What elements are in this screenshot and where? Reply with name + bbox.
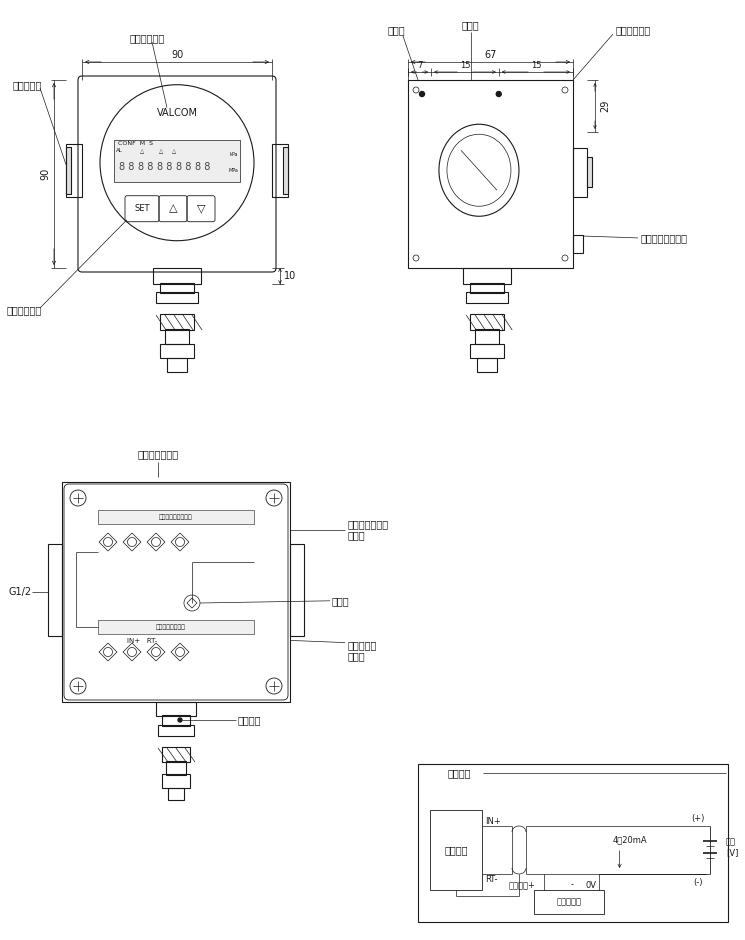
Text: 出力チェック用: 出力チェック用 (348, 519, 389, 529)
Text: アダプタ: アダプタ (238, 715, 261, 725)
Text: MPa: MPa (228, 168, 238, 173)
Bar (160, 344, 194, 358)
Bar (573, 148, 587, 196)
Bar (470, 283, 504, 293)
Text: (+): (+) (691, 813, 705, 822)
Text: 90: 90 (171, 50, 183, 60)
Bar (156, 702, 196, 716)
Bar (153, 268, 201, 284)
Text: 0V: 0V (586, 881, 597, 889)
Bar (66, 147, 71, 194)
Text: カバー: カバー (387, 25, 405, 35)
Text: -: - (571, 881, 574, 889)
Text: VALCOM: VALCOM (156, 108, 197, 118)
Text: 29: 29 (600, 100, 610, 112)
Circle shape (496, 91, 501, 97)
Text: 7: 7 (417, 60, 422, 70)
Bar (166, 761, 186, 775)
Text: 15: 15 (460, 60, 470, 70)
Text: 4～20mA: 4～20mA (612, 836, 647, 844)
Text: ディスプレイ: ディスプレイ (130, 33, 165, 43)
Bar (418, 764, 728, 922)
Bar (408, 80, 573, 268)
Bar (430, 810, 482, 890)
Text: ケースカバー: ケースカバー (615, 25, 650, 35)
Bar (470, 314, 504, 330)
Bar (162, 747, 190, 762)
Text: ▽: ▽ (197, 204, 206, 213)
Bar (162, 715, 190, 726)
Text: 電源出力用: 電源出力用 (348, 640, 378, 650)
Text: △: △ (159, 148, 163, 152)
Text: AL: AL (116, 148, 123, 152)
Bar (290, 543, 304, 636)
Bar (62, 482, 290, 702)
Bar (587, 157, 592, 187)
Circle shape (419, 91, 425, 97)
Text: △: △ (172, 148, 176, 152)
Text: RT-: RT- (485, 874, 498, 884)
Bar (168, 788, 184, 800)
Bar (98, 510, 254, 524)
Bar (463, 268, 511, 284)
Bar (573, 235, 583, 253)
Bar (160, 283, 194, 293)
Text: IN+   RT-: IN+ RT- (127, 638, 157, 644)
Bar (162, 774, 190, 788)
Text: △: △ (169, 204, 177, 213)
Bar (98, 620, 254, 634)
Text: 67: 67 (484, 50, 497, 60)
Bar (160, 314, 194, 330)
Bar (156, 292, 198, 303)
Bar (167, 358, 187, 372)
Text: 端子台: 端子台 (348, 530, 366, 540)
Bar (466, 292, 508, 303)
Text: 設定スイッチ: 設定スイッチ (7, 305, 42, 315)
Text: kPa: kPa (229, 152, 238, 157)
Text: G1/2: G1/2 (8, 587, 31, 597)
Text: 8 8: 8 8 (119, 162, 134, 172)
Text: ケース内部構造: ケース内部構造 (137, 449, 178, 459)
Text: 8 8: 8 8 (138, 162, 153, 172)
Text: 出力仕様: 出力仕様 (448, 768, 472, 778)
Text: 8 8: 8 8 (195, 162, 210, 172)
Bar (478, 358, 497, 372)
Text: △: △ (140, 148, 144, 152)
Text: 90: 90 (40, 168, 50, 180)
Text: 8 8: 8 8 (157, 162, 172, 172)
Bar (48, 543, 62, 636)
Text: 端子台: 端子台 (348, 650, 366, 661)
Bar (475, 329, 499, 344)
Bar (158, 725, 194, 736)
Text: 電源・出力端子台: 電源・出力端子台 (156, 624, 186, 630)
Text: 電源: 電源 (726, 838, 736, 847)
Text: アース: アース (332, 596, 349, 605)
Text: アンプ部: アンプ部 (444, 845, 468, 855)
Bar (114, 140, 240, 181)
Text: SET: SET (134, 204, 150, 213)
Bar (470, 344, 504, 358)
Text: 15: 15 (530, 60, 541, 70)
Bar (66, 144, 82, 196)
Circle shape (178, 718, 182, 722)
Text: CONF  M  S: CONF M S (118, 141, 153, 147)
Text: IN+: IN+ (485, 817, 501, 825)
Text: ベントフィルター: ベントフィルター (641, 233, 688, 243)
Bar (283, 147, 288, 194)
Text: レシーバー: レシーバー (557, 898, 582, 906)
Text: 8 8: 8 8 (176, 162, 191, 172)
Bar (165, 329, 189, 344)
Text: シールド+: シールド+ (509, 881, 536, 889)
Text: (-): (-) (694, 878, 703, 886)
Text: [V]: [V] (726, 849, 738, 857)
Text: 封止プラグ: 封止プラグ (13, 80, 42, 90)
Text: ケース: ケース (462, 20, 480, 30)
Bar (534, 890, 604, 914)
Bar (272, 144, 288, 196)
Text: 10: 10 (284, 271, 296, 281)
Text: 出力チェック端子台: 出力チェック端子台 (159, 514, 193, 520)
